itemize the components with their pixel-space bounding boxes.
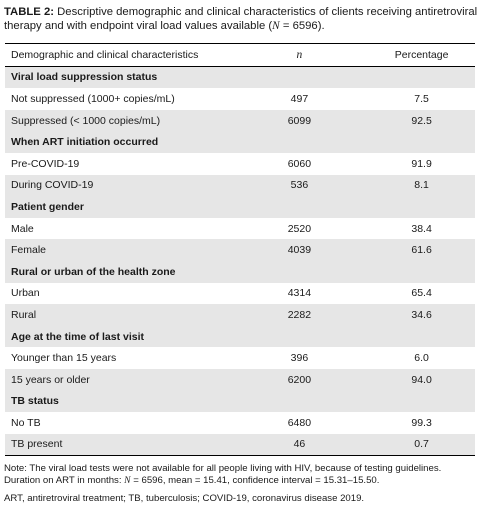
row-percentage-value: 61.6 — [362, 239, 475, 261]
table-row: Rural 2282 34.6 — [5, 304, 475, 326]
row-percentage-value: 6.0 — [414, 352, 429, 365]
row-label: Suppressed (< 1000 copies/mL) — [5, 109, 231, 132]
caption-n-symbol: N — [272, 19, 280, 32]
row-n-value: 536 — [230, 174, 363, 197]
table-row: Not suppressed (1000+ copies/mL) 497 7.5 — [5, 88, 475, 110]
row-n-value: 497 — [290, 92, 309, 105]
row-label: During COVID-19 — [5, 174, 231, 197]
section-title: Viral load suppression status — [5, 66, 475, 89]
row-label: TB present — [5, 433, 231, 457]
row-n-value: 4039 — [230, 239, 363, 261]
section-row: Age at the time of last visit — [5, 325, 475, 348]
table-header-row: Demographic and clinical characteristics… — [5, 43, 475, 67]
row-percentage-value: 91.9 — [411, 157, 432, 170]
row-percentage-value: 38.4 — [411, 222, 432, 235]
table-row: Pre-COVID-19 6060 91.9 — [5, 153, 475, 175]
caption-text-end: = 6596). — [279, 19, 325, 32]
row-n-value: 6099 — [230, 109, 363, 132]
row-n-value: 6480 — [287, 416, 312, 429]
row-label: Not suppressed (1000+ copies/mL) — [11, 92, 175, 105]
header-percentage: Percentage — [362, 43, 475, 67]
data-table: Demographic and clinical characteristics… — [5, 43, 475, 457]
table-row: No TB 6480 99.3 — [5, 412, 475, 434]
table-note: Note: The viral load tests were not avai… — [4, 463, 476, 487]
header-characteristic: Demographic and clinical characteristics — [5, 43, 231, 67]
section-title: When ART initiation occurred — [5, 131, 475, 153]
table-row: During COVID-19 536 8.1 — [5, 174, 475, 197]
row-n-value: 2520 — [287, 222, 312, 235]
section-title: TB status — [5, 390, 475, 413]
row-n-value: 6200 — [230, 368, 363, 391]
table-row: TB present 46 0.7 — [5, 433, 475, 457]
section-row: When ART initiation occurred — [5, 131, 475, 153]
section-row: Viral load suppression status — [5, 66, 475, 89]
row-percentage-value: 0.7 — [362, 433, 475, 457]
abbreviations-note: ART, antiretroviral treatment; TB, tuber… — [4, 493, 365, 504]
row-label: Urban — [11, 287, 40, 300]
row-label: Female — [5, 239, 231, 261]
section-title: Age at the time of last visit — [5, 325, 475, 348]
table-body: Viral load suppression status Not suppres… — [5, 66, 475, 457]
row-percentage-value: 99.3 — [411, 416, 432, 429]
row-n-value: 6060 — [287, 157, 312, 170]
table-row: Suppressed (< 1000 copies/mL) 6099 92.5 — [5, 109, 475, 132]
table-row: Male 2520 38.4 — [5, 218, 475, 240]
row-label: Pre-COVID-19 — [11, 157, 80, 170]
row-label: Rural — [5, 304, 231, 326]
table-row: Female 4039 61.6 — [5, 239, 475, 261]
row-label: No TB — [11, 416, 41, 429]
row-n-value: 4314 — [287, 287, 312, 300]
section-row: Rural or urban of the health zone — [5, 260, 475, 283]
header-n: n — [230, 43, 363, 67]
section-title: Patient gender — [5, 196, 475, 218]
row-n-value: 2282 — [230, 304, 363, 326]
row-label: Male — [11, 222, 34, 235]
row-percentage-value: 8.1 — [362, 174, 475, 197]
caption-label: TABLE 2: — [4, 6, 54, 18]
section-title: Rural or urban of the health zone — [5, 260, 475, 283]
row-label: Younger than 15 years — [11, 352, 117, 365]
note-n-symbol: N — [124, 475, 131, 487]
section-row: Patient gender — [5, 196, 475, 218]
table-caption: TABLE 2: Descriptive demographic and cli… — [4, 6, 478, 33]
table-row: Urban 4314 65.4 — [5, 283, 475, 305]
section-row: TB status — [5, 390, 475, 413]
row-percentage-value: 7.5 — [414, 92, 429, 105]
row-percentage-value: 65.4 — [411, 287, 432, 300]
caption-text: Descriptive demographic and clinical cha… — [4, 6, 478, 32]
row-n-value: 46 — [230, 433, 363, 457]
note-text: Note: The viral load tests were not avai… — [4, 463, 442, 487]
table-row: Younger than 15 years 396 6.0 — [5, 347, 475, 369]
row-percentage-value: 92.5 — [362, 109, 475, 132]
note-text-end: = 6596, mean = 15.41, confidence interva… — [130, 475, 380, 487]
row-percentage-value: 94.0 — [362, 368, 475, 391]
row-label: 15 years or older — [5, 368, 231, 391]
row-n-value: 396 — [290, 352, 309, 365]
row-percentage-value: 34.6 — [362, 304, 475, 326]
table-row: 15 years or older 6200 94.0 — [5, 368, 475, 391]
